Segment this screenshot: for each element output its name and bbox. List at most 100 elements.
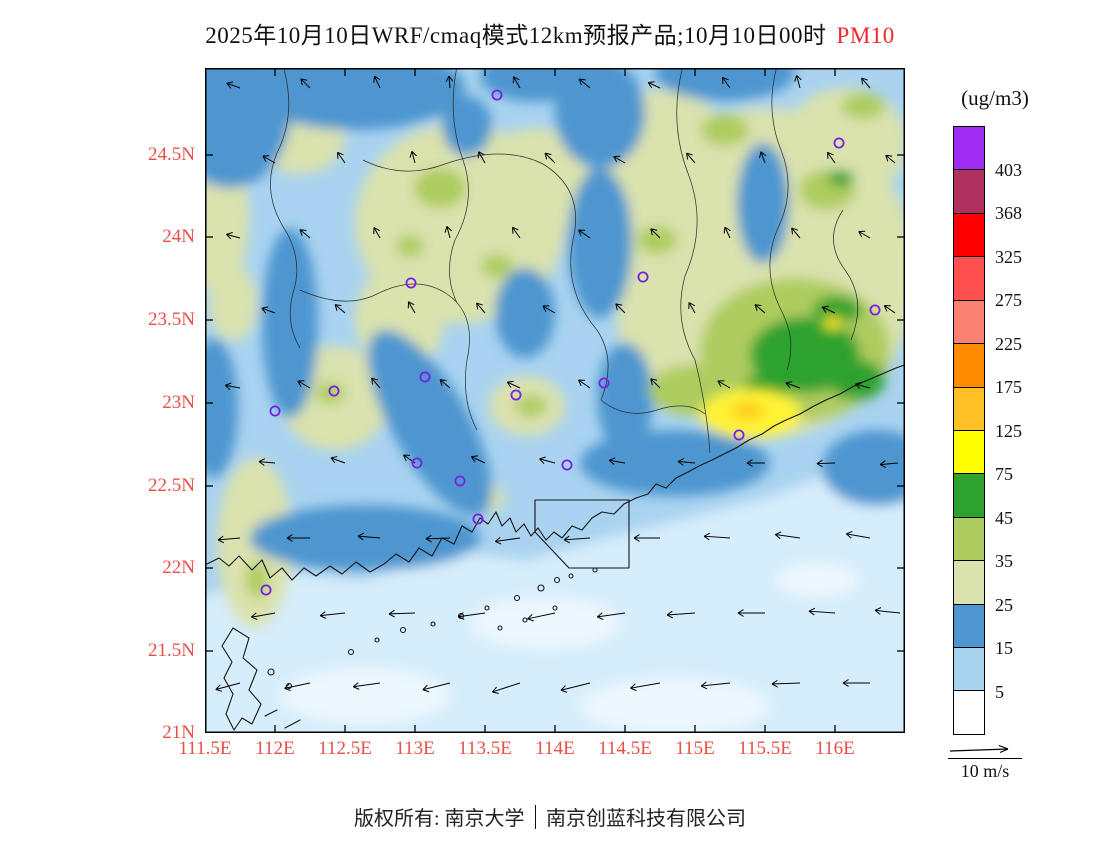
colorbar-tick-value: 45 <box>995 507 1013 528</box>
colorbar-cell <box>954 648 984 692</box>
colorbar-tick-value: 25 <box>995 594 1013 615</box>
wind-arrow <box>737 609 765 617</box>
colorbar-tick-value: 75 <box>995 464 1013 484</box>
city-station-marker <box>510 389 522 401</box>
wind-arrow <box>846 530 871 539</box>
city-station-marker <box>491 89 503 101</box>
colorbar-cell <box>954 604 984 649</box>
wind-arrow <box>615 303 626 314</box>
wind-arrow <box>319 611 346 619</box>
wind-arrow <box>284 682 311 692</box>
city-station-marker <box>454 475 466 487</box>
wind-arrow <box>439 379 451 389</box>
wind-arrow <box>630 682 661 692</box>
wind-arrow <box>774 531 801 540</box>
colorbar: 403 368 325 275 225 175 125 75 45 35 25 15 5 <box>953 126 1053 735</box>
wind-arrow <box>647 81 661 89</box>
colorbar-tick-value: 15 <box>995 638 1013 658</box>
wind-arrow <box>286 534 310 542</box>
colorbar-cell <box>954 474 984 518</box>
wind-arrow <box>470 455 486 464</box>
wind-arrow <box>422 682 451 693</box>
lat-tick-label: 24N <box>162 226 195 247</box>
wind-arrow <box>771 679 801 688</box>
colorbar-cell <box>954 517 984 562</box>
wind-arrow <box>608 457 626 465</box>
wind-arrow <box>703 532 731 541</box>
wind-arrow <box>874 607 901 615</box>
lat-tick-label: 22.5N <box>148 475 195 496</box>
wind-arrow <box>759 151 767 164</box>
province-borders <box>270 68 859 454</box>
lon-tick-label: 112.5E <box>318 738 372 759</box>
city-station-marker <box>328 385 340 397</box>
lon-tick-label: 112E <box>255 738 295 759</box>
colorbar-tick-value: 225 <box>995 333 1022 354</box>
wind-arrow <box>883 305 896 314</box>
wind-arrow <box>650 228 661 239</box>
wind-arrow <box>226 232 241 240</box>
city-station-marker <box>869 304 881 316</box>
map-area: 24.5N 24N 23.5N 23N 22.5N 22N 21.5N 21N 111.5E 1… <box>148 68 905 759</box>
city-station-marker <box>260 584 272 596</box>
station-marker-layer <box>260 89 881 596</box>
wind-arrow <box>717 380 731 389</box>
wind-arrow <box>821 305 836 314</box>
colorbar-tick-value: 403 <box>995 159 1022 180</box>
colorbar-tick-value: 368 <box>995 203 1022 223</box>
wind-arrow <box>578 229 591 239</box>
copyright-owner: 版权所有: 南京大学 <box>353 808 525 830</box>
wind-arrow <box>425 534 451 543</box>
wind-arrow <box>261 306 276 314</box>
lon-tick-label: 115.5E <box>738 738 792 759</box>
colorbar-cell <box>954 127 984 171</box>
wind-arrow <box>650 378 661 389</box>
wind-arrow <box>477 151 486 164</box>
wind-arrow <box>785 381 801 389</box>
wind-arrow <box>754 304 766 314</box>
wind-arrow <box>879 460 899 468</box>
colorbar-tick-value: 35 <box>995 551 1013 571</box>
lat-tick-label: 22N <box>162 557 195 578</box>
city-station-marker <box>419 371 431 383</box>
colorbar-cell <box>954 257 984 301</box>
wind-reference-arrow-icon <box>949 744 1009 754</box>
wind-arrow <box>334 304 346 314</box>
wind-arrow <box>476 302 486 314</box>
wind-arrow <box>544 152 556 164</box>
city-station-marker <box>561 459 573 471</box>
wind-arrow <box>791 227 801 239</box>
wind-arrow <box>407 301 416 314</box>
wind-arrow <box>722 76 731 89</box>
wind-arrow <box>409 151 417 164</box>
lat-tick-label: 21N <box>162 722 195 743</box>
wind-legend: 10 m/s <box>948 742 1022 782</box>
wind-arrow <box>842 679 870 687</box>
wind-arrow <box>861 77 871 89</box>
wind-arrow <box>633 534 660 542</box>
colorbar-cell <box>954 213 984 258</box>
colorbar-cell <box>954 300 984 345</box>
wind-arrow <box>444 226 452 239</box>
wind-arrow <box>337 151 346 164</box>
lat-tick-label: 23N <box>162 392 195 413</box>
wind-arrow <box>855 381 871 390</box>
colorbar-tick-value: 325 <box>995 246 1022 267</box>
lon-tick-label: 114E <box>535 738 575 759</box>
wind-arrow <box>596 612 626 620</box>
page-title: 2025年10月10日WRF/cmaq模式12km预报产品;10月10日00时 P… <box>0 16 1100 50</box>
wind-arrow <box>686 152 696 164</box>
wind-arrow <box>885 154 896 164</box>
colorbar-cell <box>954 430 984 475</box>
wind-arrow <box>723 226 731 239</box>
wind-arrow <box>297 380 311 389</box>
wind-arrow <box>445 75 454 89</box>
title-species: PM10 <box>836 23 895 48</box>
lon-tick-label: 111.5E <box>178 738 232 759</box>
wind-arrow <box>560 682 591 693</box>
wind-arrow <box>388 609 416 618</box>
colorbar-unit-label: (ug/m3) <box>961 86 1029 110</box>
wind-arrow <box>330 456 346 464</box>
city-station-marker <box>405 277 417 289</box>
